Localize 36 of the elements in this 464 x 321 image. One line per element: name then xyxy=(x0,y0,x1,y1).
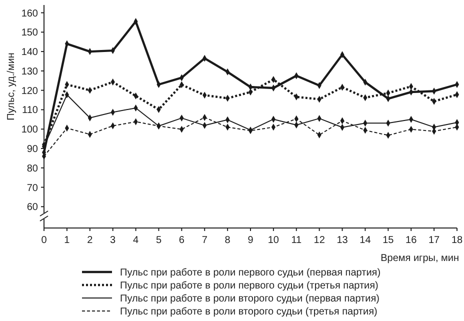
y-tick-label: 160 xyxy=(21,8,38,20)
x-tick-label: 12 xyxy=(314,235,326,246)
x-tick-label: 2 xyxy=(87,235,94,246)
x-tick-label: 7 xyxy=(202,235,208,246)
x-axis-title: Время игры, мин xyxy=(380,253,459,264)
y-tick-label: 150 xyxy=(21,28,38,39)
y-tick-label: 90 xyxy=(26,144,38,155)
x-tick-label: 6 xyxy=(178,235,185,246)
y-tick-label: 60 xyxy=(26,202,38,214)
x-tick-label: 18 xyxy=(451,235,463,246)
legend-label: Пульс при работе в роли первого судьи (третья партия) xyxy=(120,280,378,292)
legend-label: Пульс при работе в роли первого судьи (первая партия) xyxy=(120,268,381,278)
x-tick-label: 3 xyxy=(110,235,116,246)
x-tick-label: 0 xyxy=(41,235,48,246)
y-tick-label: 100 xyxy=(21,124,38,136)
y-tick-label: 130 xyxy=(21,66,38,78)
x-tick-label: 11 xyxy=(291,235,302,246)
y-tick-label: 70 xyxy=(26,182,38,194)
y-axis-title: Пульс, уд./мин xyxy=(6,52,17,120)
x-tick-label: 4 xyxy=(132,235,139,246)
legend-label: Пульс при работе в роли второго судьи (первая партия) xyxy=(120,294,380,304)
x-tick-label: 10 xyxy=(268,235,280,246)
x-tick-label: 15 xyxy=(382,235,394,246)
y-tick-label: 110 xyxy=(22,105,38,116)
y-tick-label: 80 xyxy=(26,163,38,174)
x-tick-label: 14 xyxy=(360,235,372,246)
x-tick-label: 13 xyxy=(336,235,348,246)
x-tick-label: 16 xyxy=(406,235,418,246)
x-tick-label: 8 xyxy=(224,235,231,246)
x-tick-label: 17 xyxy=(428,235,440,246)
legend-label: Пульс при работе в роли второго судьи (третья партия) xyxy=(120,306,378,318)
x-tick-label: 5 xyxy=(156,235,162,246)
y-tick-label: 140 xyxy=(21,47,38,58)
y-tick-label: 120 xyxy=(21,86,38,97)
x-tick-label: 9 xyxy=(248,235,254,246)
x-tick-label: 1 xyxy=(64,235,70,246)
